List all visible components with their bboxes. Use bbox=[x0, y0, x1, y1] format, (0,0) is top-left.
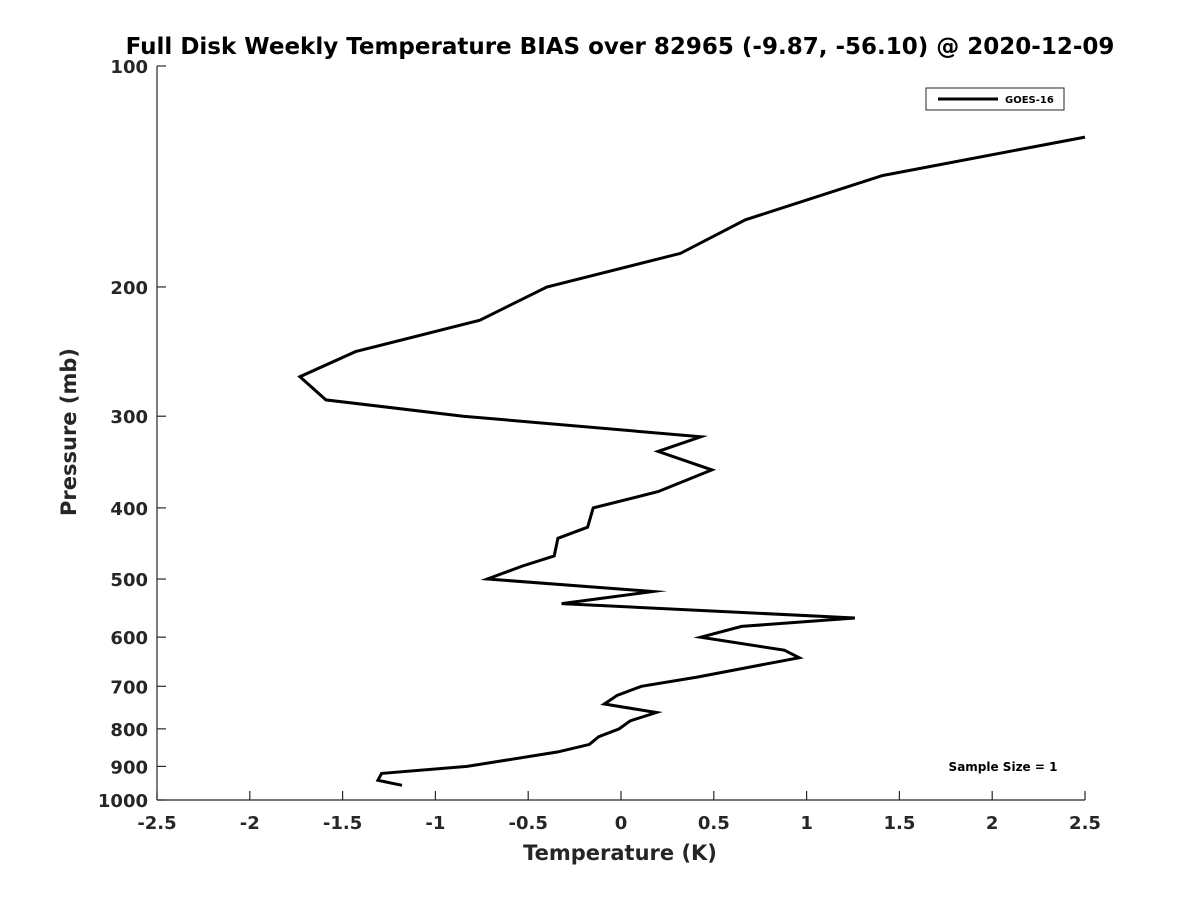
x-tick-label: 2.5 bbox=[1069, 813, 1101, 834]
y-tick-label: 1000 bbox=[98, 791, 148, 812]
y-tick-label: 400 bbox=[110, 499, 148, 520]
y-tick-label: 700 bbox=[110, 677, 148, 698]
legend-label: GOES-16 bbox=[1005, 95, 1054, 106]
y-tick-label: 300 bbox=[110, 407, 148, 428]
x-tick-label: 1.5 bbox=[883, 813, 915, 834]
y-axis-label: Pressure (mb) bbox=[57, 348, 81, 516]
x-tick-label: -2.5 bbox=[137, 813, 176, 834]
y-axis: 100 200 300 400 500 600 700 800 900 1000 bbox=[98, 57, 166, 812]
y-tick-label: 100 bbox=[110, 57, 148, 78]
series-line-goes-16 bbox=[297, 135, 1086, 787]
x-tick-label: -2 bbox=[240, 813, 260, 834]
x-tick-label: -1 bbox=[425, 813, 445, 834]
y-tick-label: 200 bbox=[110, 278, 148, 299]
x-tick-label: 1 bbox=[800, 813, 813, 834]
x-tick-label: 2 bbox=[986, 813, 999, 834]
y-tick-label: 800 bbox=[110, 720, 148, 741]
y-tick-label: 900 bbox=[110, 757, 148, 778]
x-tick-label: 0 bbox=[615, 813, 628, 834]
y-tick-label: 500 bbox=[110, 570, 148, 591]
x-axis-label: Temperature (K) bbox=[523, 841, 717, 865]
series-group bbox=[297, 135, 1086, 787]
x-tick-label: -0.5 bbox=[509, 813, 548, 834]
chart-title: Full Disk Weekly Temperature BIAS over 8… bbox=[126, 34, 1115, 60]
x-tick-label: 0.5 bbox=[698, 813, 730, 834]
sample-size-annotation: Sample Size = 1 bbox=[949, 760, 1058, 774]
y-tick-label: 600 bbox=[110, 628, 148, 649]
legend: GOES-16 bbox=[925, 87, 1065, 111]
x-axis: -2.5 -2 -1.5 -1 -0.5 0 0.5 1 1.5 2 2.5 bbox=[137, 791, 1101, 834]
x-tick-label: -1.5 bbox=[323, 813, 362, 834]
